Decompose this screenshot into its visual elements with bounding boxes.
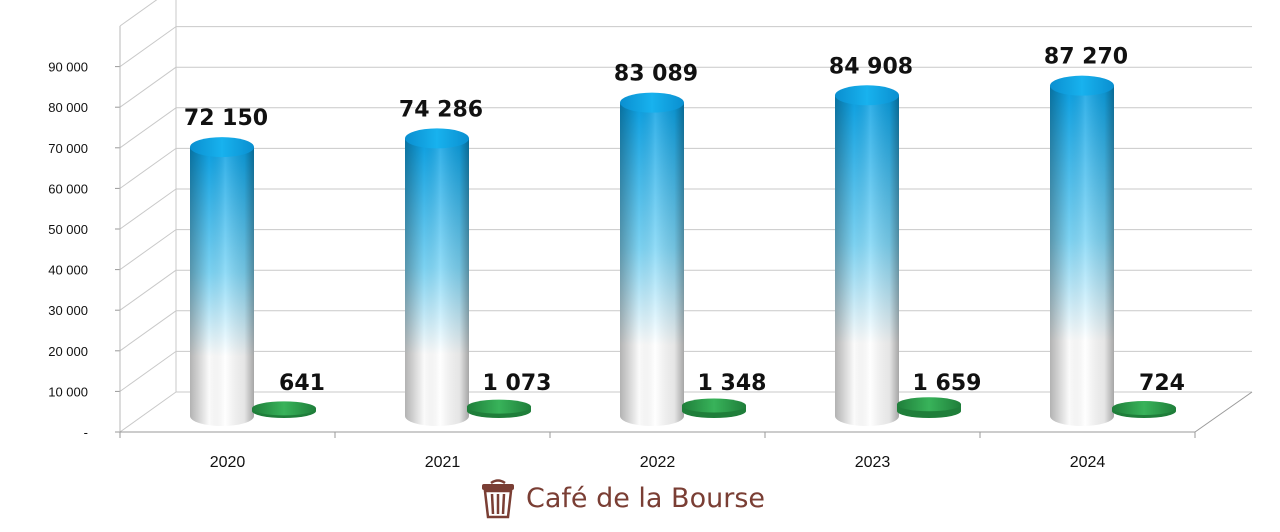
value-label: 1 348 <box>698 371 767 396</box>
y-tick-label: 40 000 <box>48 263 88 278</box>
value-label: 84 908 <box>829 54 913 79</box>
y-tick-label: - <box>84 425 88 440</box>
x-axis-ticks: 2020 2021 2022 2023 2024 <box>210 454 1106 470</box>
bar-2023 <box>835 85 899 426</box>
x-tick-label: 2023 <box>855 454 891 470</box>
value-labels: 72 150 74 286 83 089 84 908 87 270 641 1 073 1 … <box>184 45 1185 396</box>
bar-secondary-2023 <box>897 397 961 418</box>
y-tick-label: 80 000 <box>48 100 88 115</box>
y-tick-label: 70 000 <box>48 141 88 156</box>
bar-secondary-2021 <box>467 399 531 418</box>
grid-line <box>119 310 177 352</box>
brand-name: Café de la Bourse <box>526 482 765 514</box>
bar-2020 <box>190 137 254 427</box>
value-label: 87 270 <box>1044 45 1128 70</box>
grid-line <box>119 391 177 433</box>
grid-line <box>119 229 177 271</box>
chart-marks <box>190 75 1176 427</box>
value-label: 83 089 <box>614 62 698 87</box>
bar-chart: - 10 000 20 000 30 000 40 000 50 000 60 000 70 … <box>48 0 1253 470</box>
bar-2021 <box>405 128 469 426</box>
y-tick-label: 60 000 <box>48 181 88 196</box>
grid-line <box>119 107 177 149</box>
bar-2022 <box>620 92 684 426</box>
y-tick-label: 10 000 <box>48 384 88 399</box>
grid-line <box>119 269 177 311</box>
value-label: 72 150 <box>184 106 268 131</box>
grid-line <box>119 66 177 108</box>
grid-line <box>119 188 177 230</box>
value-label: 74 286 <box>399 97 483 122</box>
y-tick-label: 90 000 <box>48 60 88 75</box>
y-axis-ticks: - 10 000 20 000 30 000 40 000 50 000 60 000 70 … <box>48 60 88 440</box>
chart-axes <box>115 0 1253 438</box>
value-label: 1 073 <box>483 371 552 396</box>
bar-secondary-2022 <box>682 398 746 418</box>
floor-edge <box>1194 391 1253 433</box>
grid-line <box>119 350 177 392</box>
grid-line <box>119 147 177 189</box>
brand-logo: Café de la Bourse <box>478 474 765 522</box>
x-tick-label: 2021 <box>425 454 461 470</box>
value-label: 724 <box>1139 371 1185 396</box>
bar-secondary-2024 <box>1112 401 1176 418</box>
trash-bin-icon <box>478 477 518 519</box>
x-tick-label: 2022 <box>640 454 676 470</box>
y-tick-label: 30 000 <box>48 303 88 318</box>
grid-line <box>119 0 158 27</box>
grid-line <box>119 26 177 68</box>
bar-2024 <box>1050 75 1114 426</box>
value-label: 641 <box>279 371 325 396</box>
value-label: 1 659 <box>913 371 982 396</box>
x-tick-label: 2024 <box>1070 454 1106 470</box>
y-tick-label: 20 000 <box>48 344 88 359</box>
y-tick-label: 50 000 <box>48 222 88 237</box>
bar-secondary-2020 <box>252 401 316 418</box>
x-tick-label: 2020 <box>210 454 246 470</box>
